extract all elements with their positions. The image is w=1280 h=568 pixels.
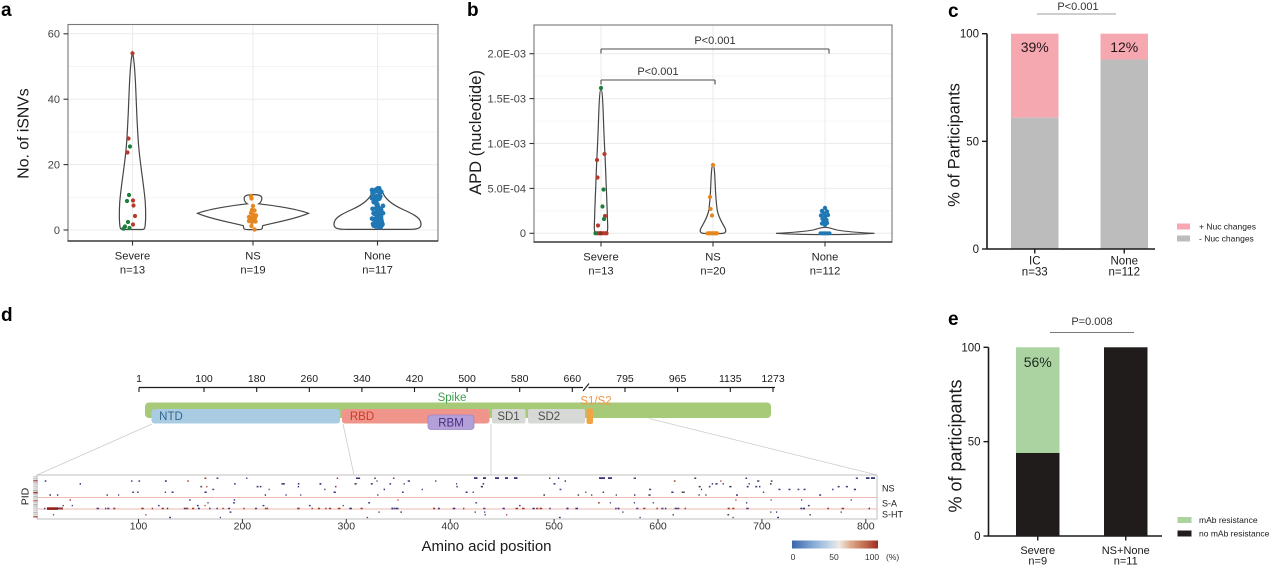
svg-text:d: d bbox=[1, 305, 13, 326]
svg-text:260: 260 bbox=[301, 373, 319, 385]
svg-text:S-A: S-A bbox=[882, 499, 897, 509]
svg-text:SD1: SD1 bbox=[497, 411, 519, 423]
svg-text:RBM: RBM bbox=[438, 418, 464, 430]
svg-text:None: None bbox=[812, 252, 839, 264]
svg-text:100: 100 bbox=[865, 552, 879, 562]
svg-text:0: 0 bbox=[791, 552, 796, 562]
svg-text:None: None bbox=[364, 251, 391, 263]
svg-text:100: 100 bbox=[960, 29, 979, 41]
svg-text:420: 420 bbox=[406, 373, 424, 385]
svg-text:None: None bbox=[1111, 256, 1139, 268]
svg-text:n=20: n=20 bbox=[700, 266, 725, 278]
svg-text:1: 1 bbox=[136, 373, 142, 385]
svg-text:5.0E-04: 5.0E-04 bbox=[487, 183, 526, 195]
svg-text:P<0.001: P<0.001 bbox=[694, 35, 735, 47]
svg-text:100: 100 bbox=[961, 342, 980, 354]
svg-text:400: 400 bbox=[441, 521, 459, 533]
svg-text:20: 20 bbox=[48, 160, 60, 172]
svg-text:n=117: n=117 bbox=[362, 265, 393, 277]
svg-text:NS: NS bbox=[882, 483, 895, 493]
svg-text:S1/S2: S1/S2 bbox=[580, 396, 611, 408]
svg-text:% of participants: % of participants bbox=[946, 379, 966, 512]
svg-text:60: 60 bbox=[48, 29, 60, 41]
svg-text:APD (nucleotide): APD (nucleotide) bbox=[467, 70, 485, 195]
svg-text:50: 50 bbox=[966, 136, 979, 148]
svg-text:2.0E-03: 2.0E-03 bbox=[487, 49, 526, 61]
svg-text:50: 50 bbox=[968, 437, 981, 449]
svg-text:No. of iSNVs: No. of iSNVs bbox=[16, 88, 33, 179]
svg-text:P<0.001: P<0.001 bbox=[637, 66, 678, 78]
svg-text:100: 100 bbox=[195, 373, 213, 385]
svg-text:300: 300 bbox=[338, 521, 356, 533]
svg-text:n=13: n=13 bbox=[120, 265, 145, 277]
svg-text:NS: NS bbox=[705, 252, 721, 264]
svg-text:200: 200 bbox=[234, 521, 252, 533]
svg-text:1135: 1135 bbox=[719, 373, 742, 385]
svg-text:n=112: n=112 bbox=[1109, 267, 1140, 279]
svg-text:40: 40 bbox=[48, 94, 60, 106]
svg-text:340: 340 bbox=[353, 373, 371, 385]
svg-text:500: 500 bbox=[458, 373, 476, 385]
svg-text:a: a bbox=[1, 0, 12, 21]
svg-text:795: 795 bbox=[616, 373, 634, 385]
svg-text:n=19: n=19 bbox=[240, 265, 265, 277]
svg-text:e: e bbox=[948, 309, 959, 330]
svg-text:mAb resistance: mAb resistance bbox=[1199, 515, 1258, 525]
svg-text:% of Participants: % of Participants bbox=[946, 83, 964, 207]
svg-text:580: 580 bbox=[511, 373, 529, 385]
svg-text:56%: 56% bbox=[1024, 354, 1052, 370]
svg-text:660: 660 bbox=[564, 373, 582, 385]
svg-text:IC: IC bbox=[1029, 256, 1041, 268]
svg-text:NS+None: NS+None bbox=[1102, 545, 1150, 557]
svg-text:NS: NS bbox=[245, 251, 261, 263]
svg-text:+ Nuc changes: + Nuc changes bbox=[1199, 222, 1256, 232]
svg-text:700: 700 bbox=[753, 521, 771, 533]
svg-text:39%: 39% bbox=[1021, 39, 1049, 55]
svg-text:n=9: n=9 bbox=[1028, 556, 1047, 568]
svg-text:P=0.008: P=0.008 bbox=[1071, 316, 1112, 328]
svg-text:12%: 12% bbox=[1110, 39, 1138, 55]
svg-text:965: 965 bbox=[669, 373, 687, 385]
svg-text:1.0E-03: 1.0E-03 bbox=[487, 138, 526, 150]
svg-text:500: 500 bbox=[545, 521, 563, 533]
svg-text:Amino acid position: Amino acid position bbox=[421, 538, 551, 555]
svg-text:800: 800 bbox=[857, 521, 875, 533]
svg-text:Spike: Spike bbox=[438, 392, 467, 404]
svg-text:NTD: NTD bbox=[159, 411, 183, 423]
svg-text:c: c bbox=[948, 1, 959, 22]
svg-text:no mAb resistance: no mAb resistance bbox=[1199, 529, 1270, 539]
svg-text:1.5E-03: 1.5E-03 bbox=[487, 94, 526, 106]
svg-text:b: b bbox=[467, 0, 479, 21]
svg-text:n=33: n=33 bbox=[1022, 267, 1048, 279]
svg-text:1273: 1273 bbox=[761, 373, 785, 385]
svg-text:Severe: Severe bbox=[583, 252, 618, 264]
svg-text:n=11: n=11 bbox=[1114, 556, 1138, 568]
svg-text:0: 0 bbox=[54, 225, 60, 237]
svg-text:PID: PID bbox=[20, 487, 32, 505]
svg-text:SD2: SD2 bbox=[538, 411, 560, 423]
svg-text:RBD: RBD bbox=[350, 411, 374, 423]
svg-text:180: 180 bbox=[248, 373, 266, 385]
svg-text:0: 0 bbox=[973, 244, 979, 256]
svg-text:(%): (%) bbox=[886, 552, 899, 562]
svg-text:600: 600 bbox=[649, 521, 667, 533]
svg-text:100: 100 bbox=[130, 521, 148, 533]
svg-text:n=112: n=112 bbox=[810, 266, 841, 278]
svg-text:- Nuc changes: - Nuc changes bbox=[1199, 234, 1254, 244]
svg-text:P<0.001: P<0.001 bbox=[1057, 1, 1098, 13]
svg-text:n=13: n=13 bbox=[588, 266, 613, 278]
svg-text:0: 0 bbox=[520, 228, 526, 240]
svg-text:Severe: Severe bbox=[115, 251, 150, 263]
svg-text:0: 0 bbox=[974, 531, 980, 543]
svg-text:Severe: Severe bbox=[1020, 545, 1055, 557]
svg-text:S-HT: S-HT bbox=[882, 510, 903, 520]
svg-text:50: 50 bbox=[829, 552, 839, 562]
